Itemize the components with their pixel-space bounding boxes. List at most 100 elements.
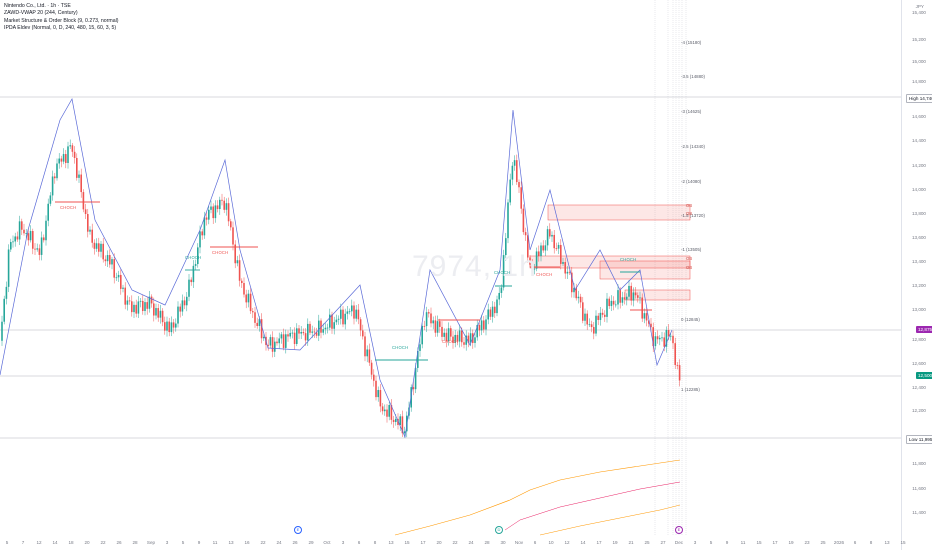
candle-body [188, 279, 190, 297]
candle-body [227, 203, 230, 222]
legend-indicator-market-structure[interactable]: Market Structure & Order Block (9, 0.273… [4, 17, 119, 24]
candle-body [535, 251, 538, 269]
legend-indicator-vwap[interactable]: ZAWD-VWAP 20 (244, Century) [4, 10, 78, 17]
candle-body [315, 332, 318, 336]
event-marker[interactable]: D [495, 526, 503, 534]
candle-body [318, 320, 320, 336]
candle-body [357, 309, 360, 320]
candle-body [49, 195, 52, 204]
candle-body [586, 313, 588, 325]
event-marker[interactable]: E [294, 526, 302, 534]
candle-body [263, 336, 265, 339]
candle-body [654, 336, 657, 347]
candle-body [210, 206, 212, 210]
candle-body [148, 296, 151, 309]
candle-body [146, 302, 148, 309]
candle-body [575, 287, 577, 299]
candle-body [100, 243, 102, 252]
candle-body [674, 343, 676, 366]
candle-body [199, 231, 201, 248]
candle-body [480, 320, 483, 331]
choch-label: CHOCH [392, 345, 409, 350]
y-tick-label: 14,800 [911, 79, 926, 84]
candle-body [329, 314, 331, 328]
candle-body [3, 298, 5, 322]
candle-body [557, 244, 560, 249]
candle-body [641, 297, 643, 319]
candle-body [476, 325, 478, 338]
y-tick-label: 11,400 [912, 510, 926, 515]
choch-label: CHOCH [60, 205, 77, 210]
legend-symbol[interactable]: Nintendo Co., Ltd. · 1h · TSE [4, 3, 71, 9]
order-block-label: OB [686, 203, 693, 208]
candle-body [298, 328, 300, 334]
candle-body [485, 319, 487, 330]
x-tick-label: 14 [580, 540, 586, 545]
candle-body [593, 327, 595, 334]
candle-body [403, 431, 406, 434]
candle-body [529, 257, 531, 265]
candle-body [478, 325, 481, 331]
candle-body [126, 300, 129, 305]
candle-body [124, 287, 126, 305]
candle-body [289, 332, 291, 337]
candle-body [225, 203, 228, 210]
candle-body [280, 334, 283, 339]
candle-body [324, 327, 327, 330]
candle-body [307, 323, 309, 341]
legend-indicator-ipda[interactable]: IPDA Eldev (Normal, 0, D, 240, 480, 15, … [4, 25, 117, 32]
candle-body [443, 332, 445, 337]
x-tick-label: 17 [596, 540, 602, 545]
projection-level-label: -1 (13505) [681, 247, 702, 252]
candle-body [78, 174, 80, 178]
candle-body [375, 380, 377, 398]
candle-body [663, 337, 665, 347]
candle-body [551, 234, 553, 237]
choch-label: CHOCH [185, 255, 202, 260]
candle-body [395, 418, 397, 422]
candle-body [254, 312, 256, 323]
x-tick-label: 11 [212, 540, 218, 545]
candle-body [650, 323, 652, 328]
candle-body [604, 314, 606, 317]
price-axis[interactable]: JPY [901, 0, 932, 550]
y-tick-label: 12,400 [911, 385, 926, 390]
candle-body [117, 274, 120, 278]
vwap-band-lower [539, 504, 681, 536]
candle-body [432, 320, 434, 324]
candle-body [89, 229, 91, 232]
candle-body [111, 259, 113, 265]
y-tick-label: 12,600 [911, 361, 926, 366]
candle-body [54, 176, 56, 179]
event-marker[interactable]: E [675, 526, 683, 534]
candle-body [247, 293, 250, 303]
candle-body [177, 306, 179, 324]
candle-body [399, 416, 401, 426]
candle-body [648, 320, 650, 324]
candle-body [58, 158, 60, 164]
candle-body [241, 280, 243, 284]
candle-body [577, 296, 580, 299]
x-tick-label: 29 [308, 540, 314, 545]
candle-body [25, 233, 27, 234]
candle-body [423, 325, 426, 327]
candle-body [397, 418, 399, 426]
x-tick-label: 24 [468, 540, 474, 545]
x-tick-label: 5 [5, 540, 9, 545]
candle-body [494, 306, 496, 314]
low-price-tag: Low 11,995 [906, 435, 932, 444]
choch-label: CHOCH [620, 257, 637, 262]
candle-body [483, 320, 485, 330]
choch-label: CHOCH [494, 270, 511, 275]
candle-body [661, 337, 663, 339]
x-tick-label: 17 [772, 540, 778, 545]
x-tick-label: 19 [612, 540, 618, 545]
candle-body [98, 243, 100, 252]
candle-body [322, 329, 324, 333]
candle-body [95, 243, 98, 249]
candle-body [434, 320, 437, 333]
candle-body [157, 308, 159, 318]
x-tick-label: 8 [373, 540, 377, 545]
